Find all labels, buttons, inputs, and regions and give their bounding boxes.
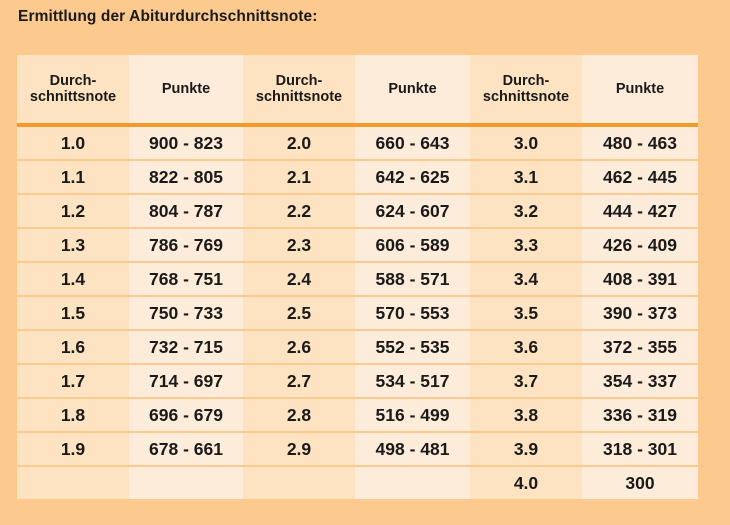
grade-cell: 3.5 [470, 297, 582, 331]
points-cell: 900 - 823 [129, 127, 243, 161]
points-cell: 768 - 751 [129, 263, 243, 297]
points-cell: 750 - 733 [129, 297, 243, 331]
points-cell: 678 - 661 [129, 433, 243, 467]
header-durchschnittsnote: Durch- schnittsnote [17, 55, 129, 127]
grade-cell: 2.9 [243, 433, 355, 467]
grade-cell: 1.0 [17, 127, 129, 161]
grade-cell: 2.0 [243, 127, 355, 161]
grade-cell: 1.5 [17, 297, 129, 331]
grade-cell: 4.0 [470, 467, 582, 501]
points-cell: 426 - 409 [582, 229, 698, 263]
points-cell: 624 - 607 [355, 195, 470, 229]
points-cell: 732 - 715 [129, 331, 243, 365]
grade-cell: 3.2 [470, 195, 582, 229]
points-cell [129, 467, 243, 501]
points-cell: 408 - 391 [582, 263, 698, 297]
grade-cell: 2.2 [243, 195, 355, 229]
grade-cell: 3.0 [470, 127, 582, 161]
grade-cell: 2.6 [243, 331, 355, 365]
grade-cell: 3.8 [470, 399, 582, 433]
grade-cell: 3.9 [470, 433, 582, 467]
table-row: 1.5 750 - 733 2.5 570 - 553 3.5 390 - 373 [17, 297, 698, 331]
points-cell: 354 - 337 [582, 365, 698, 399]
header-punkte: Punkte [582, 55, 698, 127]
points-cell: 696 - 679 [129, 399, 243, 433]
table-row: 1.2 804 - 787 2.2 624 - 607 3.2 444 - 427 [17, 195, 698, 229]
header-punkte: Punkte [355, 55, 470, 127]
table-row: 1.9 678 - 661 2.9 498 - 481 3.9 318 - 301 [17, 433, 698, 467]
points-cell: 516 - 499 [355, 399, 470, 433]
points-cell: 552 - 535 [355, 331, 470, 365]
grade-cell: 3.1 [470, 161, 582, 195]
points-cell: 318 - 301 [582, 433, 698, 467]
points-cell: 372 - 355 [582, 331, 698, 365]
points-cell: 390 - 373 [582, 297, 698, 331]
table-row: 1.6 732 - 715 2.6 552 - 535 3.6 372 - 355 [17, 331, 698, 365]
points-cell: 480 - 463 [582, 127, 698, 161]
grade-table: Durch- schnittsnote Punkte Durch- schnit… [17, 55, 698, 501]
grade-cell: 1.7 [17, 365, 129, 399]
grade-cell: 3.3 [470, 229, 582, 263]
grade-cell: 1.3 [17, 229, 129, 263]
table-row: 1.8 696 - 679 2.8 516 - 499 3.8 336 - 319 [17, 399, 698, 433]
points-cell: 588 - 571 [355, 263, 470, 297]
points-cell: 462 - 445 [582, 161, 698, 195]
header-durchschnittsnote: Durch- schnittsnote [243, 55, 355, 127]
table-row: 1.0 900 - 823 2.0 660 - 643 3.0 480 - 463 [17, 127, 698, 161]
points-cell: 606 - 589 [355, 229, 470, 263]
points-cell: 642 - 625 [355, 161, 470, 195]
points-cell: 786 - 769 [129, 229, 243, 263]
grade-cell: 1.2 [17, 195, 129, 229]
grade-cell: 2.8 [243, 399, 355, 433]
table-row: 1.1 822 - 805 2.1 642 - 625 3.1 462 - 445 [17, 161, 698, 195]
grade-cell: 2.1 [243, 161, 355, 195]
points-cell: 336 - 319 [582, 399, 698, 433]
grade-cell: 2.4 [243, 263, 355, 297]
grade-cell: 3.7 [470, 365, 582, 399]
table-row: 4.0 300 [17, 467, 698, 501]
header-row: Durch- schnittsnote Punkte Durch- schnit… [17, 55, 698, 127]
header-durchschnittsnote: Durch- schnittsnote [470, 55, 582, 127]
grade-cell [243, 467, 355, 501]
points-cell: 660 - 643 [355, 127, 470, 161]
grade-cell: 1.9 [17, 433, 129, 467]
grade-cell: 2.7 [243, 365, 355, 399]
grade-cell: 2.5 [243, 297, 355, 331]
grade-cell: 1.4 [17, 263, 129, 297]
points-cell: 300 [582, 467, 698, 501]
page-title: Ermittlung der Abiturdurchschnittsnote: [18, 8, 318, 25]
points-cell: 570 - 553 [355, 297, 470, 331]
grade-cell [17, 467, 129, 501]
points-cell: 714 - 697 [129, 365, 243, 399]
header-punkte: Punkte [129, 55, 243, 127]
grade-cell: 1.1 [17, 161, 129, 195]
points-cell: 534 - 517 [355, 365, 470, 399]
points-cell: 804 - 787 [129, 195, 243, 229]
grade-cell: 1.8 [17, 399, 129, 433]
points-cell: 498 - 481 [355, 433, 470, 467]
table-row: 1.4 768 - 751 2.4 588 - 571 3.4 408 - 391 [17, 263, 698, 297]
grade-cell: 3.4 [470, 263, 582, 297]
table-row: 1.7 714 - 697 2.7 534 - 517 3.7 354 - 337 [17, 365, 698, 399]
points-cell: 444 - 427 [582, 195, 698, 229]
grade-cell: 2.3 [243, 229, 355, 263]
table-row: 1.3 786 - 769 2.3 606 - 589 3.3 426 - 409 [17, 229, 698, 263]
grade-cell: 1.6 [17, 331, 129, 365]
grade-cell: 3.6 [470, 331, 582, 365]
points-cell: 822 - 805 [129, 161, 243, 195]
points-cell [355, 467, 470, 501]
